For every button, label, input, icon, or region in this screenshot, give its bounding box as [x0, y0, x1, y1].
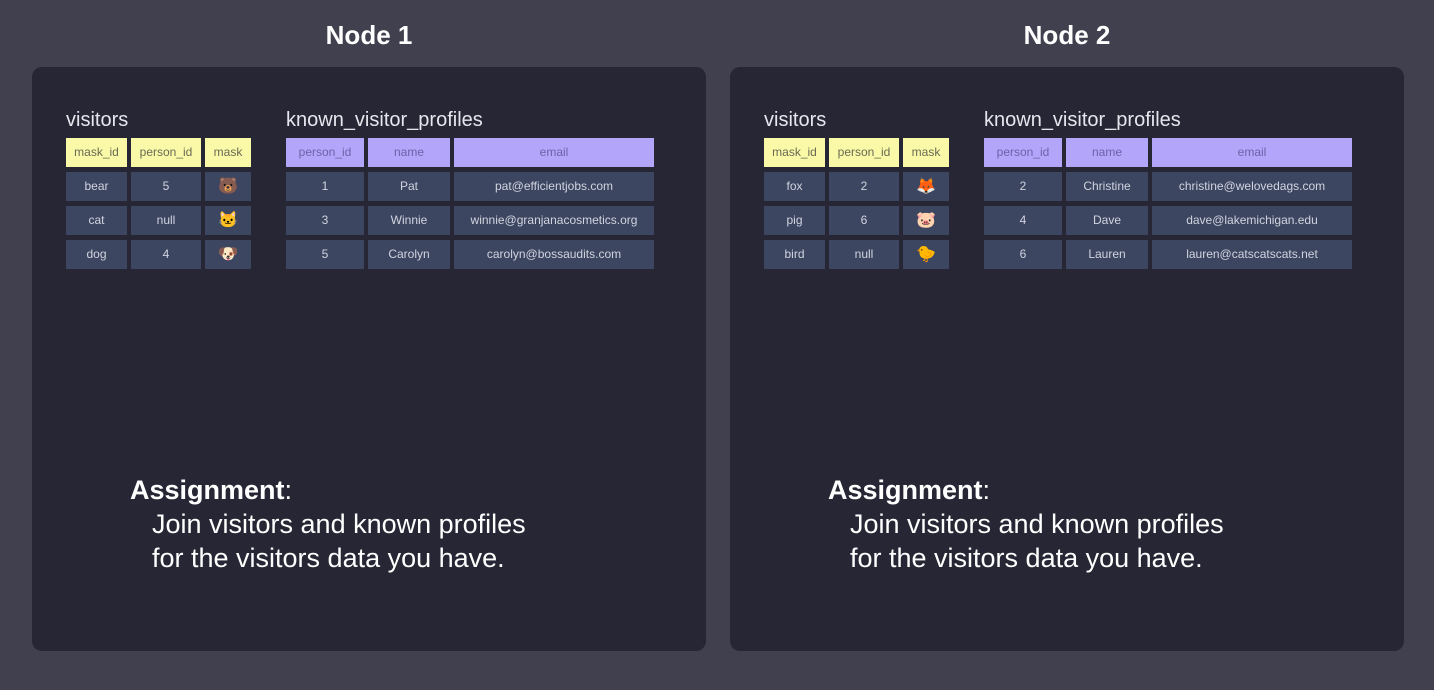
table-row: 3 Winnie winnie@granjanacosmetics.org [286, 206, 654, 235]
table-cell: dog [66, 240, 127, 269]
table-cell: Dave [1066, 206, 1148, 235]
assignment-label: Assignment [828, 475, 983, 505]
table-row: 6 Lauren lauren@catscatscats.net [984, 240, 1352, 269]
mask-emoji-icon: 🐤 [903, 240, 949, 269]
visitors-table: mask_id person_id mask fox 2 🦊 pig 6 🐷 bird null 🐤 [764, 138, 949, 274]
assignment-line: Join visitors and known profiles [850, 509, 1224, 539]
column-header: person_id [286, 138, 364, 167]
node-title: Node 2 [1023, 20, 1111, 50]
assignment-line: for the visitors data you have. [152, 543, 505, 573]
table-row: cat null 🐱 [66, 206, 251, 235]
node-panel: visitors mask_id person_id mask bear 5 🐻 cat n… [32, 67, 706, 651]
table-cell: 6 [984, 240, 1062, 269]
column-header: name [1066, 138, 1148, 167]
node-title: Node 1 [325, 20, 413, 50]
column-header: email [454, 138, 654, 167]
table-cell: 4 [984, 206, 1062, 235]
column-header: mask_id [764, 138, 825, 167]
column-header: person_id [131, 138, 201, 167]
table-row: 1 Pat pat@efficientjobs.com [286, 172, 654, 201]
visitors-table-label: visitors [764, 109, 827, 131]
table-cell: pig [764, 206, 825, 235]
column-header: person_id [984, 138, 1062, 167]
table-row: 4 Dave dave@lakemichigan.edu [984, 206, 1352, 235]
visitors-table-label: visitors [66, 109, 129, 131]
assignment-text: Assignment: Join visitors and known prof… [130, 473, 526, 575]
mask-emoji-icon: 🐱 [205, 206, 251, 235]
table-cell: Pat [368, 172, 450, 201]
table-cell: bird [764, 240, 825, 269]
table-cell: null [829, 240, 899, 269]
assignment-colon: : [284, 475, 293, 505]
profiles-table-label: known_visitor_profiles [984, 109, 1181, 131]
assignment-line: Join visitors and known profiles [152, 509, 526, 539]
profiles-table-label: known_visitor_profiles [286, 109, 483, 131]
table-cell: Christine [1066, 172, 1148, 201]
table-row: 2 Christine christine@welovedags.com [984, 172, 1352, 201]
table-cell: 1 [286, 172, 364, 201]
table-cell: Lauren [1066, 240, 1148, 269]
table-cell: carolyn@bossaudits.com [454, 240, 654, 269]
column-header: mask [205, 138, 251, 167]
table-header-row: person_id name email [286, 138, 654, 167]
table-row: dog 4 🐶 [66, 240, 251, 269]
table-cell: pat@efficientjobs.com [454, 172, 654, 201]
column-header: mask [903, 138, 949, 167]
assignment-colon: : [982, 475, 991, 505]
table-header-row: mask_id person_id mask [764, 138, 949, 167]
assignment-label: Assignment [130, 475, 285, 505]
table-cell: 3 [286, 206, 364, 235]
table-cell: cat [66, 206, 127, 235]
profiles-table: person_id name email 1 Pat pat@efficientjobs… [286, 138, 654, 274]
table-cell: Carolyn [368, 240, 450, 269]
profiles-table: person_id name email 2 Christine christine@w… [984, 138, 1352, 274]
table-cell: christine@welovedags.com [1152, 172, 1352, 201]
column-header: person_id [829, 138, 899, 167]
mask-emoji-icon: 🐻 [205, 172, 251, 201]
table-header-row: mask_id person_id mask [66, 138, 251, 167]
table-cell: 5 [286, 240, 364, 269]
column-header: email [1152, 138, 1352, 167]
table-cell: 6 [829, 206, 899, 235]
table-cell: winnie@granjanacosmetics.org [454, 206, 654, 235]
table-cell: 4 [131, 240, 201, 269]
visitors-table: mask_id person_id mask bear 5 🐻 cat null 🐱 dog 4 🐶 [66, 138, 251, 274]
table-row: 5 Carolyn carolyn@bossaudits.com [286, 240, 654, 269]
table-cell: fox [764, 172, 825, 201]
table-cell: 2 [829, 172, 899, 201]
table-header-row: person_id name email [984, 138, 1352, 167]
table-cell: bear [66, 172, 127, 201]
mask-emoji-icon: 🦊 [903, 172, 949, 201]
column-header: name [368, 138, 450, 167]
table-row: pig 6 🐷 [764, 206, 949, 235]
table-cell: 5 [131, 172, 201, 201]
table-cell: 2 [984, 172, 1062, 201]
table-row: bear 5 🐻 [66, 172, 251, 201]
table-cell: dave@lakemichigan.edu [1152, 206, 1352, 235]
table-cell: Winnie [368, 206, 450, 235]
mask-emoji-icon: 🐷 [903, 206, 949, 235]
mask-emoji-icon: 🐶 [205, 240, 251, 269]
column-header: mask_id [66, 138, 127, 167]
table-cell: lauren@catscatscats.net [1152, 240, 1352, 269]
table-cell: null [131, 206, 201, 235]
node-panel: visitors mask_id person_id mask fox 2 🦊 pig 6 🐷… [730, 67, 1404, 651]
assignment-text: Assignment: Join visitors and known prof… [828, 473, 1224, 575]
assignment-line: for the visitors data you have. [850, 543, 1203, 573]
table-row: fox 2 🦊 [764, 172, 949, 201]
table-row: bird null 🐤 [764, 240, 949, 269]
